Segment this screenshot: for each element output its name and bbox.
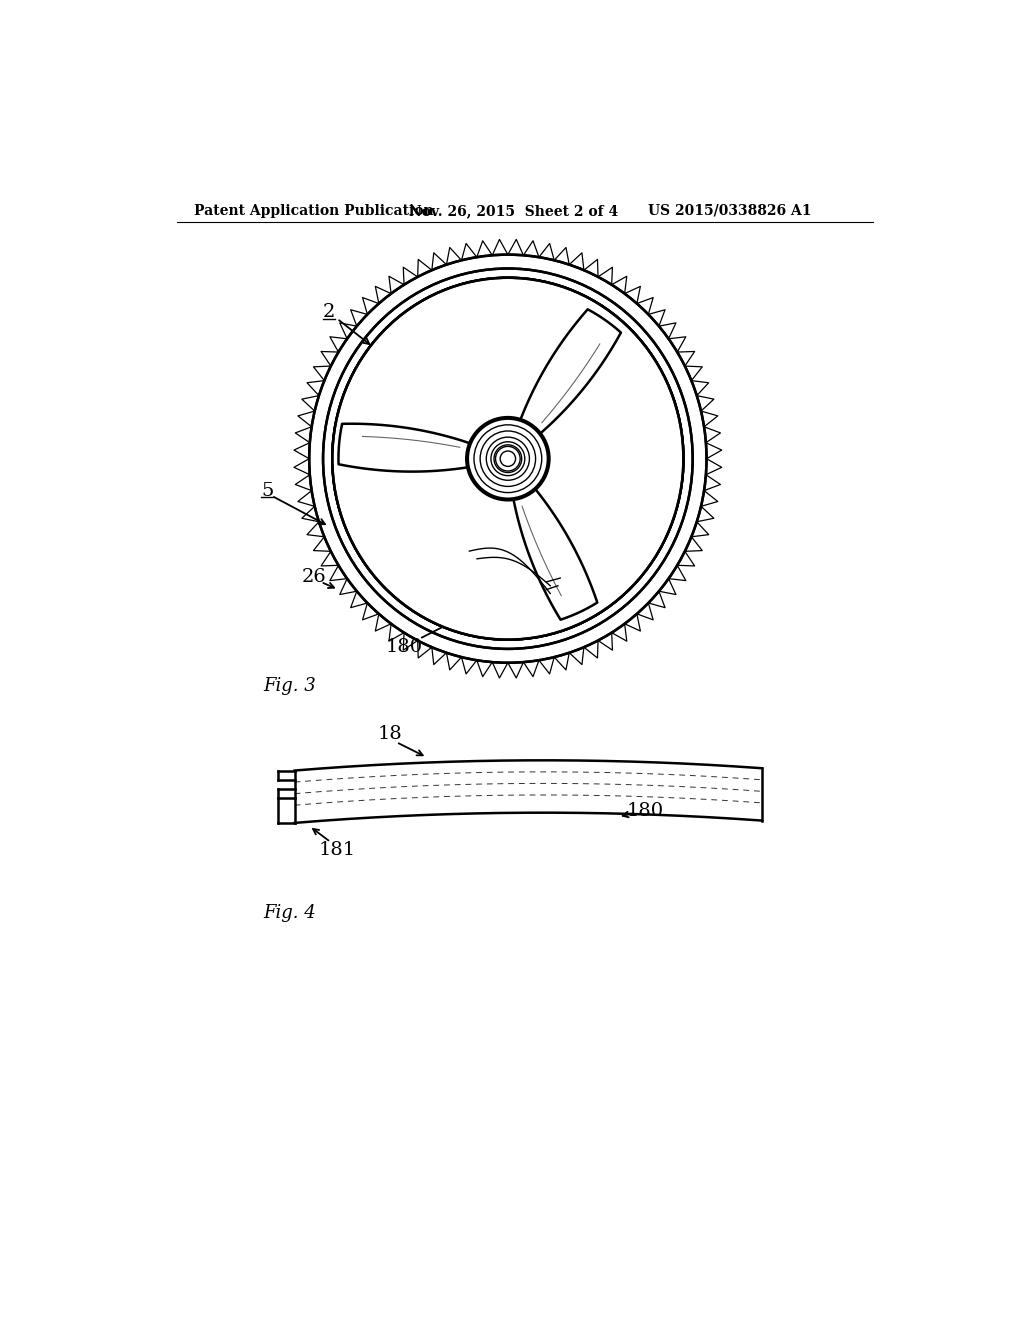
Text: Fig. 4: Fig. 4 — [263, 904, 315, 921]
Text: 2: 2 — [323, 304, 336, 321]
Ellipse shape — [333, 277, 683, 640]
Text: Fig. 3: Fig. 3 — [263, 677, 315, 694]
Text: Nov. 26, 2015  Sheet 2 of 4: Nov. 26, 2015 Sheet 2 of 4 — [410, 203, 618, 218]
Text: 26: 26 — [618, 504, 643, 521]
Text: 26: 26 — [301, 568, 327, 586]
Text: 180: 180 — [385, 639, 423, 656]
Ellipse shape — [309, 255, 707, 663]
Text: 21: 21 — [480, 611, 505, 630]
Text: 17: 17 — [532, 384, 557, 403]
Text: US 2015/0338826 A1: US 2015/0338826 A1 — [648, 203, 811, 218]
Text: 181: 181 — [554, 598, 591, 616]
Text: 20: 20 — [528, 560, 553, 578]
Text: 181: 181 — [318, 841, 355, 859]
Text: 5: 5 — [261, 482, 273, 500]
Polygon shape — [295, 760, 762, 822]
Text: 180: 180 — [627, 803, 664, 820]
Text: Patent Application Publication: Patent Application Publication — [194, 203, 433, 218]
Text: 18: 18 — [378, 726, 402, 743]
Polygon shape — [339, 424, 471, 471]
Polygon shape — [513, 488, 597, 619]
Polygon shape — [520, 309, 621, 434]
Text: 18: 18 — [446, 577, 472, 595]
Ellipse shape — [333, 277, 683, 640]
Text: 19: 19 — [371, 444, 395, 462]
Circle shape — [466, 416, 550, 502]
